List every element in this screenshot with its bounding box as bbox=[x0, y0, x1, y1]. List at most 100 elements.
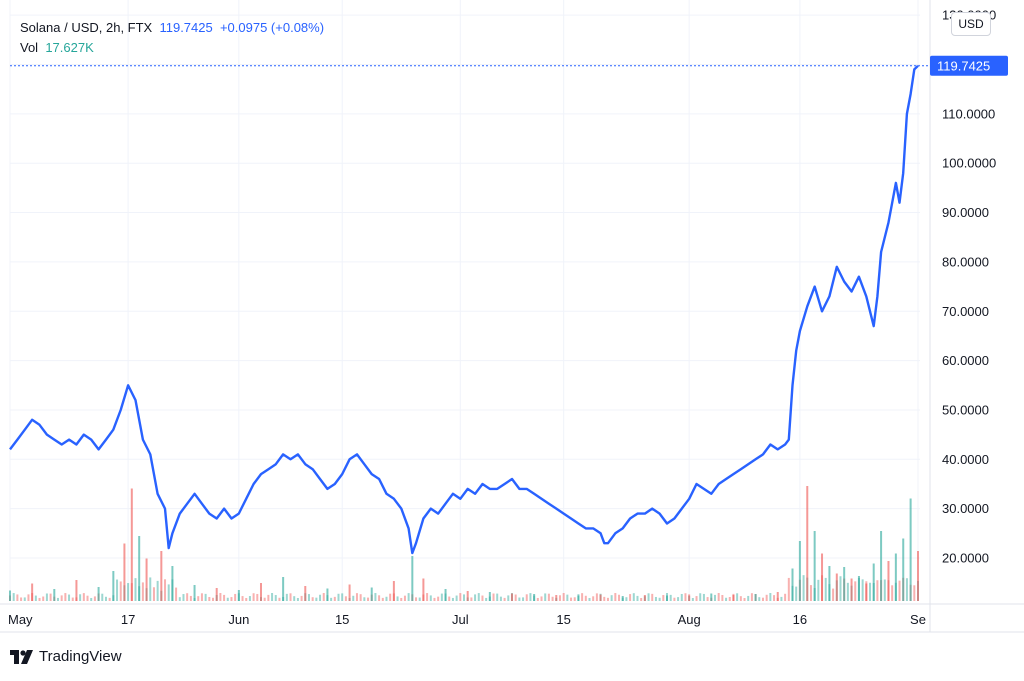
volume-bar bbox=[492, 593, 495, 601]
symbol-label[interactable]: Solana / USD, 2h, FTX bbox=[20, 20, 153, 35]
volume-bar bbox=[750, 593, 753, 601]
y-tick-label: 110.0000 bbox=[942, 106, 995, 121]
volume-bar bbox=[485, 597, 488, 601]
volume-bar bbox=[555, 595, 558, 601]
volume-bar bbox=[680, 593, 683, 601]
volume-bar bbox=[536, 597, 539, 601]
volume-bar bbox=[267, 594, 270, 601]
tradingview-brand[interactable]: TradingView bbox=[10, 648, 122, 665]
x-tick-label: Jun bbox=[228, 612, 249, 627]
volume-bar bbox=[795, 586, 798, 601]
volume-bar bbox=[684, 593, 687, 601]
x-tick-label: 15 bbox=[335, 612, 349, 627]
tradingview-logo-icon bbox=[10, 649, 33, 664]
volume-bar bbox=[437, 596, 440, 601]
volume-bar bbox=[894, 553, 897, 601]
volume-bar bbox=[278, 597, 281, 601]
volume-bar bbox=[510, 593, 513, 601]
volume-bar bbox=[101, 593, 104, 601]
volume-bar bbox=[319, 594, 322, 601]
volume-bar bbox=[809, 585, 812, 601]
volume-label[interactable]: Vol bbox=[20, 40, 39, 55]
volume-bar bbox=[93, 596, 96, 601]
volume-bar bbox=[455, 595, 458, 601]
volume-bar bbox=[702, 593, 705, 601]
volume-bar bbox=[389, 593, 392, 601]
y-tick-label: 100.0000 bbox=[942, 156, 996, 171]
volume-bar bbox=[562, 593, 565, 601]
volume-bar bbox=[418, 597, 421, 601]
volume-bar bbox=[396, 596, 399, 601]
volume-bar bbox=[326, 588, 329, 601]
volume-bar bbox=[160, 551, 163, 601]
volume-bar bbox=[499, 596, 502, 601]
volume-bar bbox=[791, 568, 794, 601]
volume-bar bbox=[300, 595, 303, 601]
volume-bar bbox=[182, 594, 185, 601]
volume-bar bbox=[691, 597, 694, 601]
volume-bar bbox=[411, 556, 414, 601]
volume-bar bbox=[230, 597, 233, 601]
volume-bar bbox=[769, 593, 772, 601]
volume-bar bbox=[20, 597, 23, 601]
volume-bar bbox=[695, 596, 698, 601]
volume-bar bbox=[38, 597, 41, 601]
volume-bar bbox=[49, 593, 52, 601]
volume-bar bbox=[241, 596, 244, 601]
volume-bar bbox=[359, 594, 362, 601]
volume-bar bbox=[226, 597, 229, 601]
volume-bar bbox=[138, 536, 141, 601]
volume-bar bbox=[330, 597, 333, 601]
volume-bar bbox=[913, 585, 916, 601]
volume-bar bbox=[743, 597, 746, 601]
volume-bar bbox=[581, 593, 584, 601]
legend-row-volume: Vol 17.627K bbox=[20, 38, 324, 58]
volume-bar bbox=[296, 597, 299, 601]
last-value: 119.7425 bbox=[159, 20, 213, 35]
volume-bar bbox=[271, 593, 274, 601]
volume-bar bbox=[112, 571, 115, 601]
volume-bar bbox=[658, 597, 661, 601]
volume-bar bbox=[426, 593, 429, 601]
volume-bar bbox=[669, 594, 672, 601]
volume-bar bbox=[189, 595, 192, 601]
volume-bar bbox=[839, 576, 842, 601]
brand-name: TradingView bbox=[39, 648, 122, 665]
volume-bar bbox=[725, 597, 728, 601]
volume-bar bbox=[193, 585, 196, 601]
volume-bar bbox=[728, 597, 731, 601]
volume-bar bbox=[463, 594, 465, 601]
volume-bar bbox=[618, 594, 621, 601]
volume-bar bbox=[573, 597, 576, 601]
volume-bar bbox=[898, 580, 901, 601]
volume-bar bbox=[200, 593, 203, 601]
volume-bar bbox=[592, 596, 595, 601]
volume-bar bbox=[625, 597, 628, 601]
volume-bar bbox=[865, 583, 868, 601]
volume-bar bbox=[761, 597, 764, 601]
volume-bars bbox=[9, 486, 919, 601]
volume-bar bbox=[127, 583, 130, 601]
volume-bar bbox=[337, 593, 340, 601]
volume-bar bbox=[149, 577, 152, 601]
currency-button[interactable]: USD bbox=[951, 12, 991, 36]
volume-bar bbox=[599, 594, 602, 601]
volume-bar bbox=[156, 580, 159, 601]
x-tick-label: 16 bbox=[793, 612, 807, 627]
volume-bar bbox=[68, 594, 71, 601]
volume-bar bbox=[588, 597, 591, 601]
volume-bar bbox=[304, 586, 307, 601]
volume-bar bbox=[307, 594, 310, 601]
volume-bar bbox=[651, 593, 654, 601]
volume-bar bbox=[175, 587, 178, 601]
volume-bar bbox=[186, 593, 189, 601]
volume-bar bbox=[27, 594, 30, 601]
volume-bar bbox=[765, 594, 768, 601]
volume-bar bbox=[407, 593, 410, 601]
volume-bar bbox=[821, 553, 824, 601]
volume-bar bbox=[558, 595, 561, 601]
x-tick-label: May bbox=[8, 612, 33, 627]
volume-bar bbox=[828, 566, 831, 601]
